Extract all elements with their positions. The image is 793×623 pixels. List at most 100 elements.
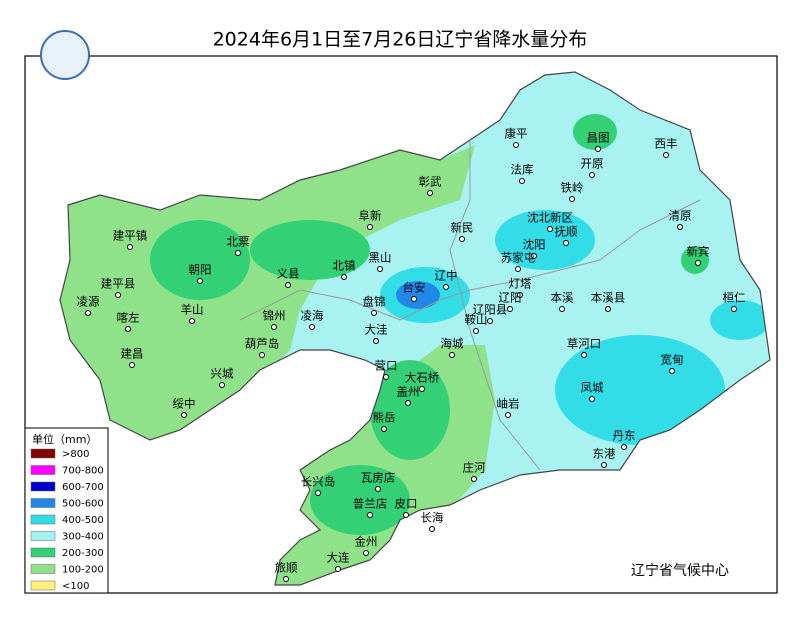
- city-label: 北票: [227, 235, 250, 249]
- city-dot: [547, 226, 553, 232]
- city-dot: [181, 412, 187, 418]
- city-label: 鞍山: [465, 313, 488, 327]
- city-label: 台安: [403, 281, 426, 295]
- legend-swatch: [30, 547, 56, 558]
- city-dot: [443, 284, 449, 290]
- city-label: 大石桥: [405, 371, 440, 385]
- city-dot: [371, 310, 377, 316]
- city-dot: [373, 338, 379, 344]
- legend-swatch: [30, 564, 56, 574]
- city-dot: [219, 382, 225, 388]
- city-dot: [595, 146, 601, 152]
- city-dot: [283, 576, 289, 582]
- city-dot: [589, 172, 595, 178]
- city-label: 凤城: [581, 381, 604, 395]
- city-dot: [309, 324, 315, 330]
- city-label: 长兴岛: [301, 475, 336, 489]
- city-label: 阜新: [359, 209, 382, 223]
- city-dot: [427, 190, 433, 196]
- city-label: 沈北新区: [527, 211, 573, 225]
- boundary: [449, 140, 541, 471]
- city-label: 东港: [593, 447, 616, 461]
- city-dot: [621, 444, 627, 450]
- legend: >800 700-800 600-700 500-600 400-500 300-400 2…: [30, 448, 104, 592]
- legend-label: 700-800: [62, 466, 104, 477]
- city-dot: [377, 266, 383, 272]
- city-dot: [335, 566, 341, 572]
- city-dot: [517, 292, 523, 298]
- city-label: 建平县: [101, 277, 136, 291]
- city-dot: [197, 278, 203, 284]
- city-label: 丹东: [613, 429, 636, 443]
- city-dot: [115, 292, 121, 298]
- city-label: 熊岳: [373, 411, 396, 425]
- city-dot: [519, 178, 525, 184]
- city-label: 瓦房店: [361, 471, 396, 485]
- city-dot: [669, 368, 675, 374]
- city-dot: [315, 490, 321, 496]
- city-dot: [569, 196, 575, 202]
- city-label: 绥中: [173, 397, 196, 411]
- city-label: 建平镇: [113, 229, 148, 243]
- city-dot: [589, 396, 595, 402]
- legend-label: 100-200: [62, 565, 104, 576]
- city-dot: [581, 352, 587, 358]
- city-label: 辽阳: [499, 291, 522, 305]
- city-dot: [515, 266, 521, 272]
- city-label: 大连: [327, 551, 350, 565]
- city-label: 海城: [441, 337, 464, 351]
- city-label: 苏家屯: [501, 251, 536, 265]
- legend-swatch: [30, 448, 56, 459]
- legend-label: >800: [62, 449, 89, 460]
- legend-swatch: [30, 465, 56, 475]
- city-dot: [363, 550, 369, 556]
- city-label: 清原: [669, 209, 692, 223]
- city-dot: [429, 526, 435, 532]
- city-dot: [449, 352, 455, 358]
- logo: [40, 30, 90, 80]
- city-dot: [663, 152, 669, 158]
- city-label: 盘锦: [363, 295, 386, 309]
- city-dot: [563, 240, 569, 246]
- city-label: 羊山: [181, 303, 204, 317]
- legend-label: <100: [62, 581, 89, 592]
- city-dot: [471, 476, 477, 482]
- city-label: 本溪: [551, 291, 574, 305]
- city-label: 锦州: [263, 309, 286, 323]
- city-label: 建昌: [121, 347, 144, 361]
- legend-label: 400-500: [62, 515, 104, 526]
- city-dot: [559, 306, 565, 312]
- city-label: 岫岩: [497, 397, 520, 411]
- city-dot: [235, 250, 241, 256]
- city-label: 康平: [505, 127, 528, 141]
- city-dot: [411, 296, 417, 302]
- city-dot: [85, 310, 91, 316]
- city-label: 盖州: [397, 385, 420, 399]
- legend-title: 单位（mm）: [32, 432, 97, 446]
- city-label: 开原: [581, 157, 604, 171]
- legend-swatch: [30, 580, 56, 591]
- city-label: 朝阳: [189, 263, 212, 277]
- city-label: 营口: [375, 359, 398, 373]
- city-label: 灯塔: [509, 277, 532, 291]
- city-dot: [285, 282, 291, 288]
- city-label: 沈阳: [523, 238, 546, 252]
- city-dot: [259, 352, 265, 358]
- city-dot: [507, 306, 513, 312]
- legend-swatch: [30, 531, 56, 541]
- city-dot: [513, 142, 519, 148]
- legend-label: 600-700: [62, 482, 104, 493]
- city-label: 葫芦岛: [245, 337, 280, 351]
- city-label: 义县: [277, 267, 300, 281]
- city-dot: [605, 306, 611, 312]
- legend-label: 300-400: [62, 532, 104, 543]
- city-dot: [381, 426, 387, 432]
- city-label: 凌源: [77, 295, 100, 309]
- city-label: 长海: [421, 511, 444, 525]
- city-label: 草河口: [567, 337, 602, 351]
- city-label: 喀左: [117, 311, 140, 325]
- city-dot: [403, 512, 409, 518]
- city-dot: [677, 224, 683, 230]
- legend-label: 500-600: [62, 499, 104, 510]
